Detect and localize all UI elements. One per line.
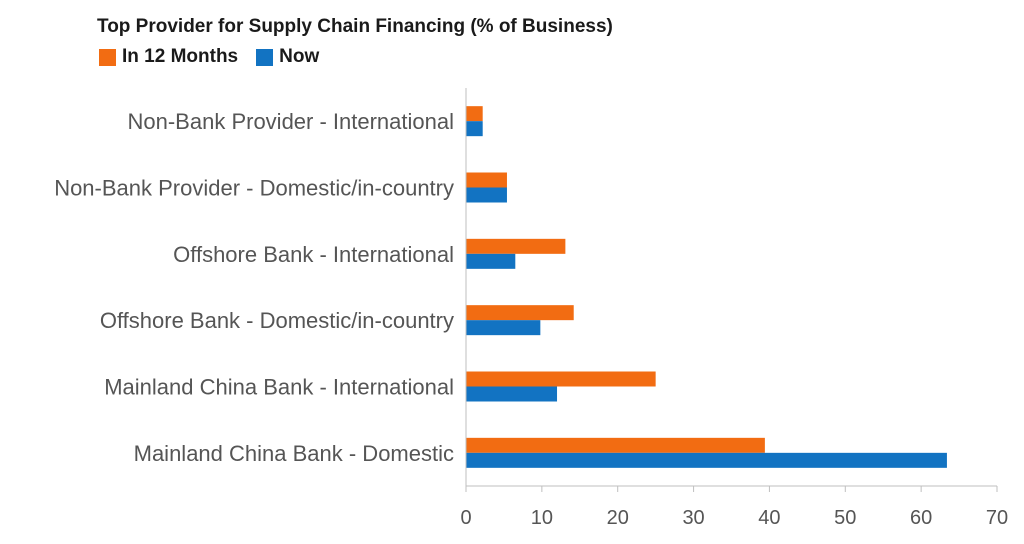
bar-now-2	[466, 253, 516, 269]
bar-in-12-months-5	[466, 437, 765, 453]
legend: In 12 Months Now	[99, 46, 337, 68]
legend-label-in-12-months: In 12 Months	[122, 46, 239, 67]
bar-now-5	[466, 452, 947, 468]
bar-in-12-months-4	[466, 371, 656, 387]
x-tick-label-7: 70	[986, 507, 1008, 529]
bar-in-12-months-1	[466, 172, 507, 188]
bar-now-3	[466, 320, 541, 336]
category-label-1: Non-Bank Provider - Domestic/in-country	[54, 176, 454, 201]
bar-now-0	[466, 121, 483, 137]
category-label-0: Non-Bank Provider - International	[128, 109, 455, 134]
x-tick-label-1: 10	[531, 507, 553, 529]
category-label-5: Mainland China Bank - Domestic	[134, 441, 454, 466]
legend-item-now: Now	[256, 46, 319, 68]
chart-title: Top Provider for Supply Chain Financing …	[97, 16, 613, 37]
bar-in-12-months-2	[466, 238, 566, 254]
x-tick-label-6: 60	[910, 507, 932, 529]
bar-now-4	[466, 386, 558, 402]
legend-swatch-now	[256, 48, 274, 66]
x-tick-label-5: 50	[834, 507, 856, 529]
x-tick-label-2: 20	[607, 507, 629, 529]
category-label-3: Offshore Bank - Domestic/in-country	[100, 308, 454, 333]
bar-now-1	[466, 187, 507, 203]
category-label-2: Offshore Bank - International	[173, 242, 454, 267]
legend-item-in-12-months: In 12 Months	[99, 46, 238, 68]
legend-label-now: Now	[279, 46, 320, 67]
legend-swatch-in-12-months	[99, 48, 116, 66]
x-tick-label-4: 40	[758, 507, 780, 529]
bar-in-12-months-0	[466, 106, 483, 122]
bar-in-12-months-3	[466, 305, 574, 321]
x-tick-label-3: 30	[682, 507, 704, 529]
x-tick-label-0: 0	[460, 507, 471, 529]
category-label-4: Mainland China Bank - International	[104, 375, 454, 400]
